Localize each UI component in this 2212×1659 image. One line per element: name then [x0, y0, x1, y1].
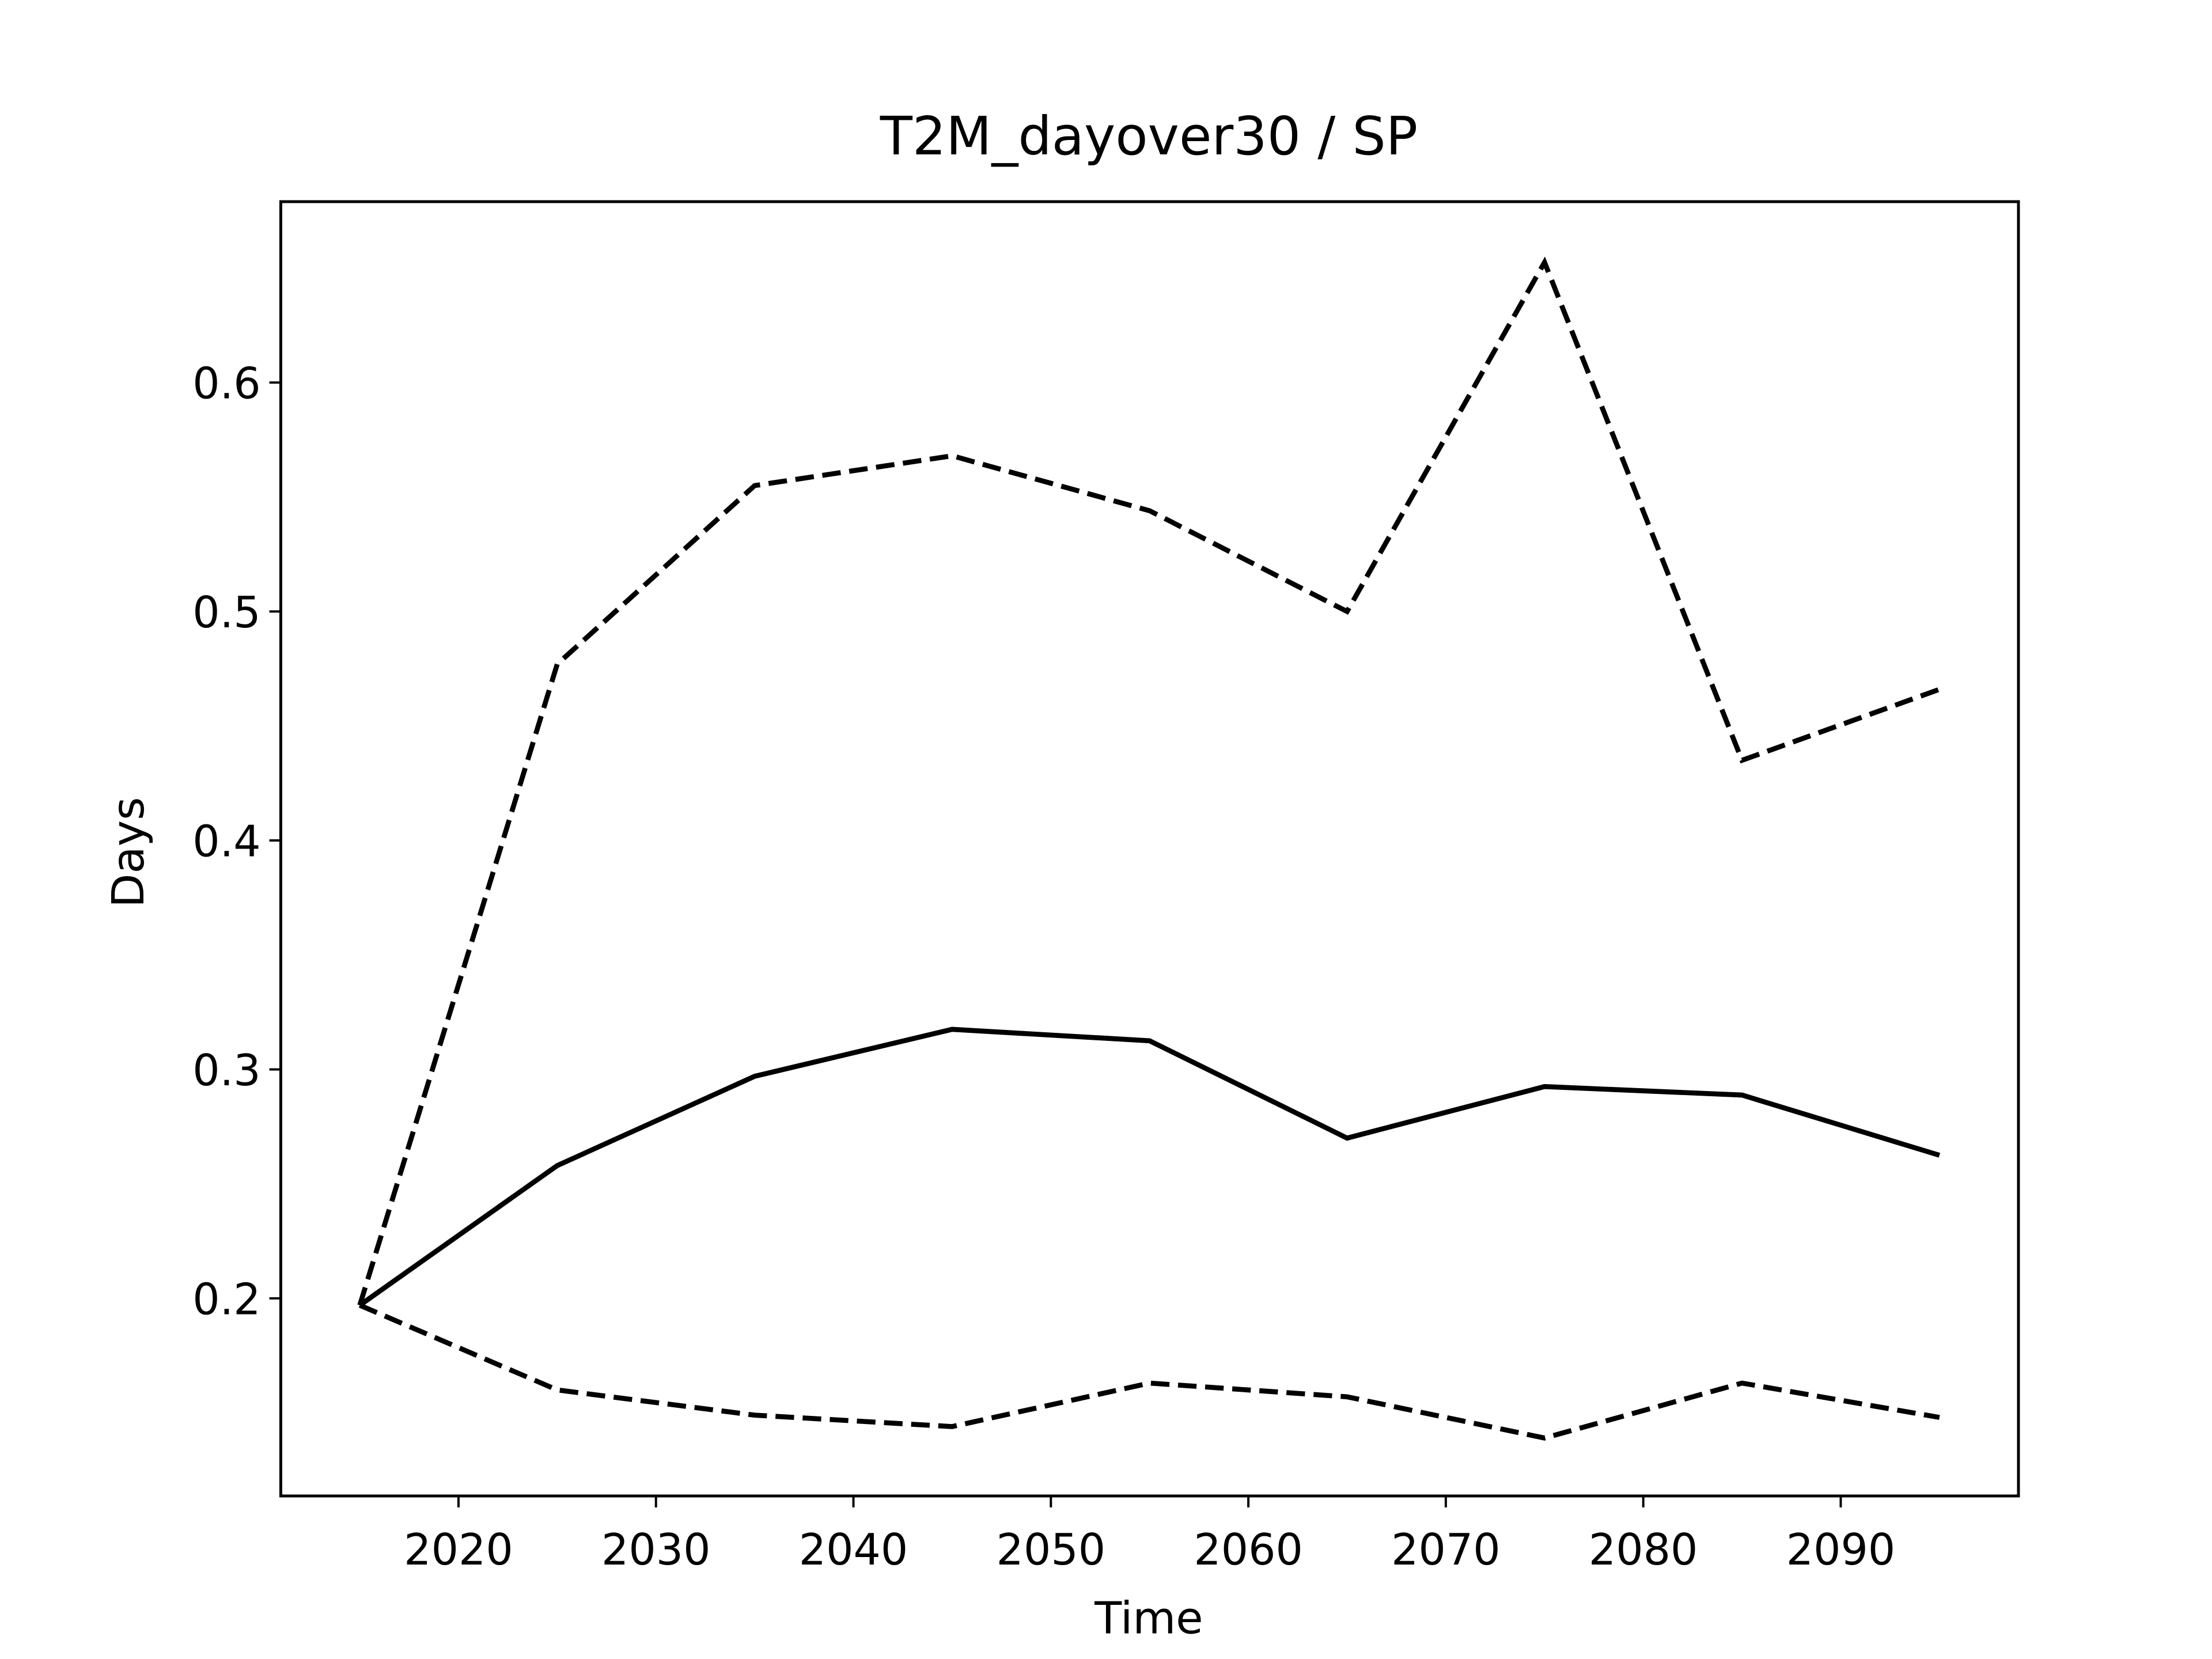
line-series — [358, 1027, 1941, 1308]
plot-frame — [279, 200, 2020, 1498]
y-tick-label: 0.3 — [192, 1046, 260, 1096]
y-tick-label: 0.4 — [192, 816, 260, 866]
x-tick-label: 2030 — [601, 1525, 711, 1575]
line-series — [357, 256, 1941, 1306]
x-tick-label: 2060 — [1194, 1525, 1303, 1575]
x-tick-label: 2040 — [799, 1525, 908, 1575]
x-tick-label: 2070 — [1391, 1525, 1501, 1575]
y-axis-label: Days — [103, 797, 154, 908]
x-axis-label: Time — [1094, 1593, 1203, 1644]
y-tick-label: 0.5 — [192, 588, 260, 638]
chart-title: T2M_dayover30 / SP — [880, 105, 1418, 167]
y-tick-label: 0.2 — [192, 1274, 260, 1324]
line-series — [358, 1302, 1940, 1441]
x-tick-label: 2050 — [997, 1525, 1106, 1575]
x-tick-label: 2080 — [1589, 1525, 1698, 1575]
x-tick-label: 2020 — [404, 1525, 513, 1575]
y-tick-label: 0.6 — [192, 358, 260, 408]
x-tick-label: 2090 — [1786, 1525, 1896, 1575]
